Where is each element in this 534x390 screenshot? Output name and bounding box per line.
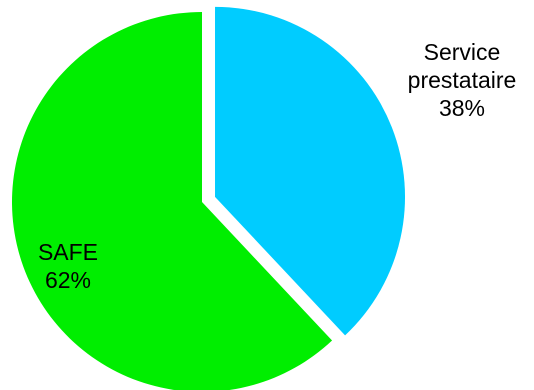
slice-name-label: Service xyxy=(424,39,501,65)
slice-percent-label: 62% xyxy=(45,267,91,293)
pie-slice-1 xyxy=(12,12,333,390)
slice-name-label: SAFE xyxy=(38,239,98,265)
slice-name-label: prestataire xyxy=(408,67,517,93)
pie-slice-0 xyxy=(215,6,406,336)
slice-percent-label: 38% xyxy=(439,95,485,121)
